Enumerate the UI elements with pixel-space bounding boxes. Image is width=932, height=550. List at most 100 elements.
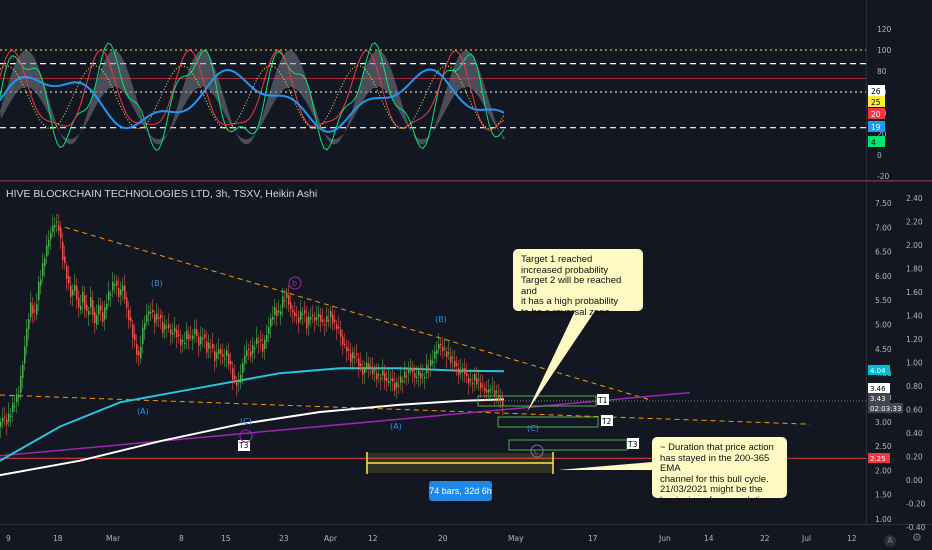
time-tick-label: 14 xyxy=(704,534,714,543)
candle-body xyxy=(286,292,288,298)
price-tick-label: 5.50 xyxy=(875,296,892,305)
secondary-tick-label: -0.20 xyxy=(906,500,926,509)
candle-body xyxy=(98,305,100,315)
candle-body xyxy=(354,356,356,358)
symbol-title[interactable]: HIVE BLOCKCHAIN TECHNOLOGIES LTD, 3h, TS… xyxy=(6,188,318,200)
candle-body xyxy=(72,290,74,296)
candle-body xyxy=(406,375,408,377)
candle-body xyxy=(448,352,450,354)
price-value-label: 3.43 xyxy=(870,395,886,403)
candle-body xyxy=(62,241,64,261)
candle-body xyxy=(476,378,478,385)
candle-body xyxy=(216,352,218,359)
candle-body xyxy=(172,332,174,335)
candle-body xyxy=(350,353,352,363)
osc-yellow-line xyxy=(0,65,505,130)
candle-body xyxy=(336,324,338,330)
candle-body xyxy=(396,382,398,388)
osc-tick-label: 120 xyxy=(877,25,892,34)
candle-body xyxy=(402,380,404,382)
candle-body xyxy=(456,363,458,366)
candle-body xyxy=(0,421,2,427)
candle-body xyxy=(418,370,420,376)
secondary-tick-label: 2.00 xyxy=(906,241,923,250)
candle-body xyxy=(234,375,236,380)
time-tick-label: 12 xyxy=(847,534,857,543)
price-tick-label: 6.50 xyxy=(875,248,892,257)
candle-body xyxy=(96,315,98,325)
osc-value-label: 25 xyxy=(871,98,881,107)
wave-label-C2: (C) xyxy=(527,424,539,433)
osc-value-tag xyxy=(868,108,885,119)
candle-body xyxy=(24,346,26,364)
secondary-tick-label: 0.80 xyxy=(906,382,923,391)
candle-body xyxy=(380,378,382,380)
candle-body xyxy=(502,399,504,406)
candle-body xyxy=(126,297,128,308)
candle-body xyxy=(228,353,230,365)
candle-body xyxy=(318,313,320,318)
candle-body xyxy=(154,314,156,324)
candle-body xyxy=(488,389,490,393)
duration-note[interactable]: ~ Duration that price action has stayed … xyxy=(652,437,787,505)
candle-body xyxy=(240,374,242,383)
osc-tick-label: 80 xyxy=(877,67,887,76)
settings-icon[interactable]: ⚙ xyxy=(912,531,922,544)
candle-body xyxy=(276,309,278,316)
candle-body xyxy=(244,355,246,364)
candle-body xyxy=(424,376,426,379)
date-range-measure[interactable]: 74 bars, 32d 6h xyxy=(429,481,492,501)
candle-body xyxy=(212,343,214,349)
candle-body xyxy=(78,297,80,308)
candle-body xyxy=(238,380,240,383)
candle-body xyxy=(144,323,146,330)
wave-label-B2: (B) xyxy=(435,315,447,324)
candle-body xyxy=(308,316,310,325)
candle-body xyxy=(16,394,18,403)
candle-body xyxy=(200,336,202,344)
osc-value-tag xyxy=(868,121,885,132)
candle-body xyxy=(288,295,290,305)
price-tick-label: 4.50 xyxy=(875,345,892,354)
candle-body xyxy=(394,382,396,391)
price-value-tag xyxy=(868,383,890,393)
candle-body xyxy=(190,336,192,338)
candle-body xyxy=(250,351,252,357)
candle-body xyxy=(194,329,196,335)
candle-body xyxy=(176,329,178,337)
wave-circle-b xyxy=(288,276,302,290)
candle-body xyxy=(10,415,12,417)
wave-label-c: c xyxy=(534,447,538,456)
time-tick-label: Jun xyxy=(658,534,671,543)
price-tick-label: 7.00 xyxy=(875,223,892,232)
candle-body xyxy=(92,300,94,315)
candle-body xyxy=(48,239,50,247)
candle-body xyxy=(466,373,468,377)
candle-body xyxy=(146,314,148,323)
auto-scale-button[interactable]: A xyxy=(884,535,896,547)
candle-body xyxy=(230,361,232,365)
secondary-tick-label: 2.20 xyxy=(906,218,923,227)
candle-body xyxy=(156,313,158,320)
candle-body xyxy=(34,309,36,312)
osc-tick-label: 20 xyxy=(877,130,887,139)
candle-body xyxy=(440,343,442,346)
target-tag-bg xyxy=(597,394,609,405)
candle-body xyxy=(260,339,262,341)
candle-body xyxy=(152,309,154,313)
candle-body xyxy=(304,309,306,314)
candle-body xyxy=(348,348,350,351)
candle-body xyxy=(4,416,6,418)
candle-body xyxy=(282,296,284,308)
candle-body xyxy=(170,329,172,335)
osc-value-tag xyxy=(868,85,885,96)
candle-body xyxy=(26,328,28,347)
candle-body xyxy=(116,280,118,286)
target-note[interactable]: Target 1 reached increased probability T… xyxy=(513,249,643,317)
candle-body xyxy=(208,342,210,349)
osc-blue-line xyxy=(0,68,505,133)
candle-body xyxy=(334,319,336,322)
candle-body xyxy=(56,221,58,223)
candle-body xyxy=(442,346,444,351)
